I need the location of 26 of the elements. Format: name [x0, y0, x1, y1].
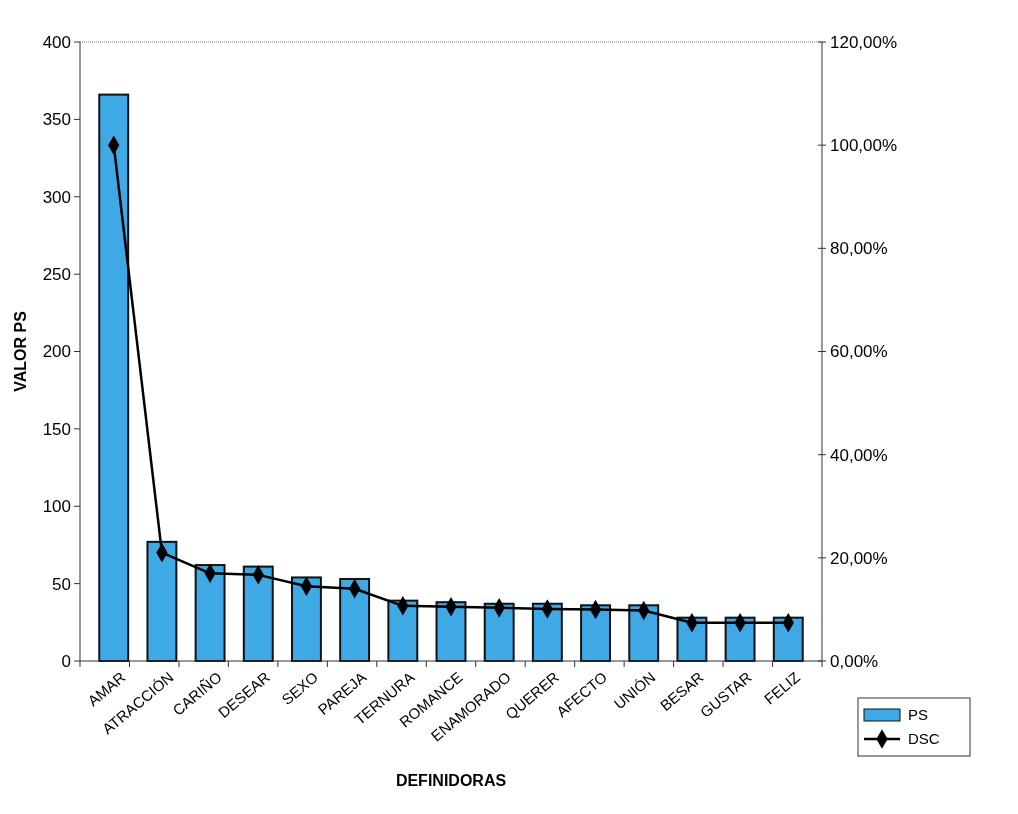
y-tick-label: 0 [61, 651, 71, 671]
y2-tick-label: 100,00% [830, 136, 898, 156]
y2-tick-label: 60,00% [830, 342, 888, 362]
y2-tick-label: 20,00% [830, 548, 888, 568]
y-tick-label: 350 [42, 110, 71, 130]
y-tick-label: 400 [42, 32, 71, 52]
bar [242, 565, 274, 662]
legend-label: DSC [908, 730, 940, 748]
y2-tick-label: 120,00% [830, 32, 898, 52]
y-tick-label: 50 [52, 574, 71, 594]
y2-tick-label: 80,00% [830, 239, 888, 259]
bar [98, 93, 130, 662]
y-tick-label: 150 [42, 419, 71, 439]
x-axis-title: DEFINIDORAS [395, 772, 507, 789]
bar [146, 540, 178, 662]
y-tick-label: 250 [42, 265, 71, 285]
y2-tick-label: 0,00% [830, 651, 879, 671]
legend-label: PS [908, 706, 929, 724]
y-tick-label: 300 [42, 187, 71, 207]
bar [194, 564, 226, 662]
y2-tick-label: 40,00% [830, 445, 888, 465]
bar [339, 577, 371, 662]
y-axis-title: VALOR PS [12, 310, 29, 392]
y-tick-label: 100 [42, 497, 71, 517]
bar [291, 576, 322, 662]
y-tick-label: 200 [42, 342, 71, 362]
